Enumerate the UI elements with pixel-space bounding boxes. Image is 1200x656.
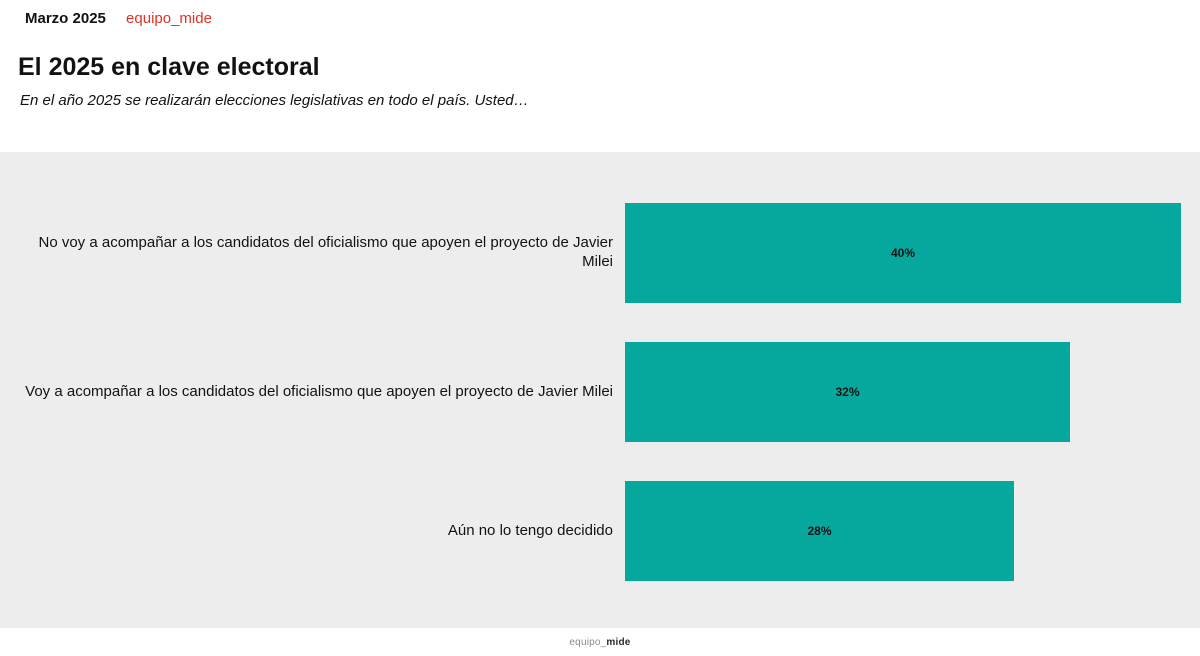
bar-area: 40% xyxy=(613,203,1200,303)
footer-brand: equipo_mide xyxy=(569,637,630,648)
bar-category-label: Aún no lo tengo decidido xyxy=(447,521,613,539)
bar-value-label: 28% xyxy=(807,524,832,538)
brand-label: equipo_mide xyxy=(126,10,212,27)
page-subtitle: En el año 2025 se realizarán elecciones … xyxy=(20,92,529,109)
footer-brand-prefix: equipo_ xyxy=(569,636,607,648)
date-label: Marzo 2025 xyxy=(25,10,106,27)
bar-value-label: 40% xyxy=(890,246,916,260)
page-title: El 2025 en clave electoral xyxy=(18,53,320,81)
bar-category-label: Voy a acompañar a los candidatos del ofi… xyxy=(25,382,613,400)
bar-category-label: No voy a acompañar a los candidatos del … xyxy=(38,234,614,270)
chart-row: No voy a acompañar a los candidatos del … xyxy=(0,203,1200,303)
chart-row: Aún no lo tengo decidido 28% xyxy=(0,481,1200,581)
bar: 40% xyxy=(625,203,1181,303)
chart-row: Voy a acompañar a los candidatos del ofi… xyxy=(0,342,1200,442)
bar-area: 32% xyxy=(613,342,1200,442)
bar-area: 28% xyxy=(613,481,1200,581)
bar: 32% xyxy=(625,342,1070,442)
bar-chart: No voy a acompañar a los candidatos del … xyxy=(0,152,1200,581)
header: Marzo 2025 equipo_mide El 2025 en clave … xyxy=(0,0,1200,152)
bar-value-label: 32% xyxy=(835,385,860,399)
bar: 28% xyxy=(625,481,1014,581)
footer-brand-suffix: mide xyxy=(606,636,631,648)
footer: equipo_mide xyxy=(0,628,1200,656)
chart-panel: No voy a acompañar a los candidatos del … xyxy=(0,152,1200,628)
meta-row: Marzo 2025 equipo_mide xyxy=(25,10,212,27)
